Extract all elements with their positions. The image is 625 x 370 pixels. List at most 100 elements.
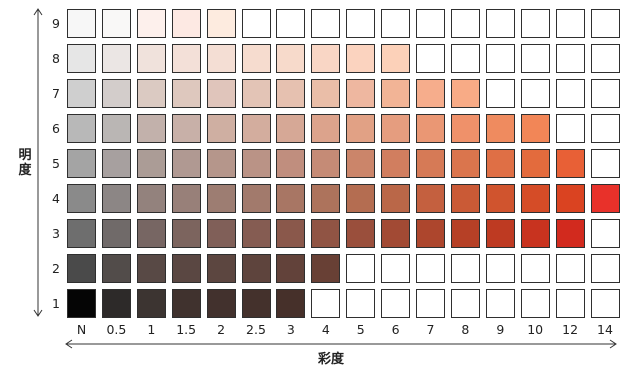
- color-chip: [346, 149, 376, 178]
- color-chip: [67, 184, 96, 213]
- color-chip: [171, 114, 201, 143]
- color-chip: [416, 219, 445, 248]
- column-label: 3: [286, 322, 295, 337]
- color-chip: [171, 44, 201, 73]
- color-chip: [67, 289, 96, 318]
- color-chip: [485, 9, 515, 38]
- row-label: 4: [52, 191, 60, 206]
- color-chip: [590, 9, 620, 38]
- color-chip: [381, 254, 411, 283]
- color-chip: [590, 149, 620, 178]
- color-chip: [206, 219, 236, 248]
- color-chip: [346, 184, 376, 213]
- color-chip: [241, 79, 271, 108]
- color-chip: [346, 9, 376, 38]
- color-chip: [206, 184, 236, 213]
- color-chip: [485, 184, 515, 213]
- color-chip: [450, 79, 480, 108]
- color-chip: [101, 219, 131, 248]
- color-chip: [241, 184, 271, 213]
- color-chip: [485, 289, 515, 318]
- color-chip: [136, 114, 166, 143]
- color-chip: [555, 184, 585, 213]
- color-chip: [136, 184, 166, 213]
- color-chip: [485, 219, 515, 248]
- column-label: 10: [527, 322, 544, 337]
- color-chip: [555, 79, 585, 108]
- color-chip: [416, 184, 445, 213]
- color-chip: [520, 44, 550, 73]
- color-chip: [311, 149, 341, 178]
- color-chip: [136, 219, 166, 248]
- color-chip: [67, 149, 96, 178]
- color-chip: [485, 114, 515, 143]
- color-chip: [381, 149, 411, 178]
- color-chip: [67, 79, 96, 108]
- color-chip: [450, 9, 480, 38]
- color-chip: [450, 289, 480, 318]
- color-chip: [450, 219, 480, 248]
- y-axis-arrow-top: [33, 8, 43, 16]
- color-chip: [555, 289, 585, 318]
- color-chip: [381, 114, 411, 143]
- column-label: 2.5: [246, 322, 266, 337]
- color-chip: [171, 9, 201, 38]
- color-chip: [206, 114, 236, 143]
- color-chip: [555, 9, 585, 38]
- color-chip: [381, 79, 411, 108]
- column-label: 1: [147, 322, 156, 337]
- color-chip: [416, 114, 445, 143]
- color-chip: [520, 289, 550, 318]
- color-chip: [485, 79, 515, 108]
- color-chip: [555, 114, 585, 143]
- color-chip: [520, 184, 550, 213]
- color-chip: [311, 254, 341, 283]
- color-chip: [171, 184, 201, 213]
- color-chip: [450, 44, 480, 73]
- color-chip: [67, 44, 96, 73]
- color-chip: [416, 289, 445, 318]
- color-chip: [346, 219, 376, 248]
- color-chip: [136, 254, 166, 283]
- color-chip: [520, 219, 550, 248]
- color-chip: [590, 44, 620, 73]
- color-chip: [276, 289, 306, 318]
- y-axis-arrow-bottom: [33, 309, 43, 317]
- color-chip: [206, 289, 236, 318]
- color-chip: [67, 254, 96, 283]
- color-chip: [136, 9, 166, 38]
- color-chip: [276, 44, 306, 73]
- color-chip: [206, 79, 236, 108]
- row-label: 3: [52, 226, 60, 241]
- color-chip: [206, 254, 236, 283]
- color-chip: [416, 79, 445, 108]
- color-chip: [241, 219, 271, 248]
- column-label: 9: [496, 322, 505, 337]
- color-chip: [555, 149, 585, 178]
- column-label: 12: [562, 322, 579, 337]
- color-chip: [416, 44, 445, 73]
- column-label: 1.5: [176, 322, 197, 337]
- color-chip: [171, 219, 201, 248]
- color-chip: [276, 219, 306, 248]
- color-chip: [520, 9, 550, 38]
- color-chip: [67, 219, 96, 248]
- color-chip: [241, 114, 271, 143]
- color-chip: [276, 184, 306, 213]
- color-chip: [311, 44, 341, 73]
- column-label: N: [76, 322, 87, 337]
- color-chip: [485, 44, 515, 73]
- color-chip: [101, 9, 131, 38]
- color-chip: [241, 289, 271, 318]
- color-chip: [311, 79, 341, 108]
- color-chip: [136, 289, 166, 318]
- color-chip: [416, 9, 445, 38]
- color-chip: [381, 184, 411, 213]
- row-label: 1: [52, 296, 60, 311]
- color-chip: [381, 219, 411, 248]
- column-label: 6: [391, 322, 400, 337]
- color-chip: [136, 44, 166, 73]
- row-label: 6: [52, 121, 60, 136]
- row-label: 8: [52, 51, 60, 66]
